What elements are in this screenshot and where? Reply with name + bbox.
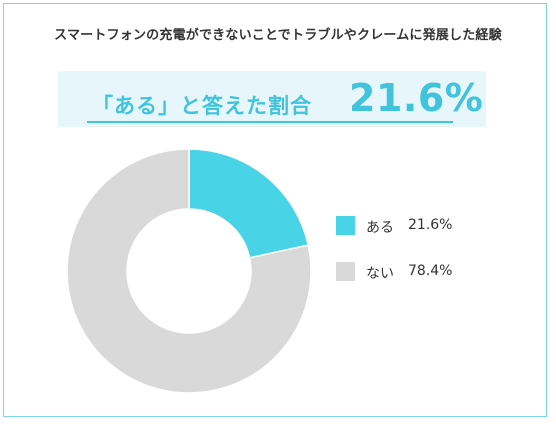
legend-label-no: ない [366,266,394,282]
banner-label: 「ある」と答えた割合 [92,94,312,118]
banner-value: 21.6% [349,76,484,120]
legend-value-yes: 21.6% [408,217,453,233]
donut-slice-yes [188,148,310,259]
donut-slice-no [66,148,312,394]
legend-value-no: 78.4% [408,263,453,279]
legend-swatch-yes [336,216,355,235]
legend-swatch-no [336,262,355,281]
legend-label-yes: ある [366,220,394,236]
chart-title: スマートフォンの充電ができないことでトラブルやクレームに発展した経験 [54,28,502,43]
banner-underline [87,121,453,123]
highlight-banner [58,71,486,127]
